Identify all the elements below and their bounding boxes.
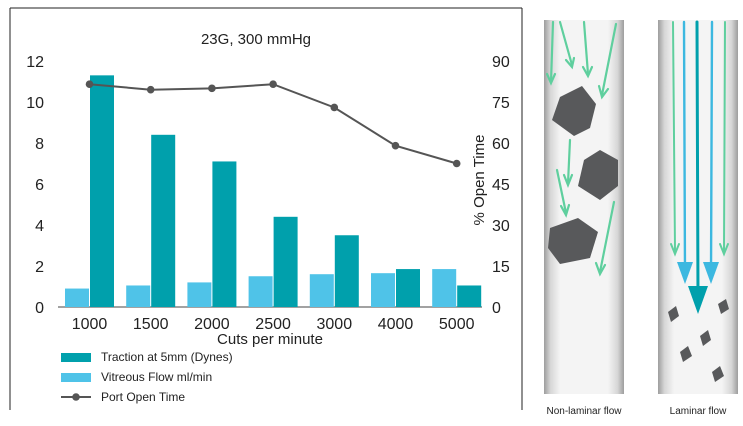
particle-shapes	[548, 86, 618, 264]
x-tick-label: 2000	[194, 316, 230, 333]
port-open-time-line	[85, 80, 461, 168]
scattered-flow-arrows	[545, 20, 618, 277]
right-y-tick-label: 75	[492, 95, 510, 112]
x-tick-labels: 1000 1500 2000 2500 3000 4000 5000	[72, 316, 475, 333]
traction-bar	[457, 285, 482, 307]
legend-label: Vitreous Flow ml/min	[101, 370, 212, 384]
port-open-time-point	[452, 159, 461, 168]
port-open-time-point	[208, 84, 216, 93]
left-y-tick-label: 12	[26, 54, 44, 71]
x-tick-label: 2500	[255, 316, 291, 333]
legend-label: Traction at 5mm (Dynes)	[101, 350, 233, 364]
right-y-tick-label: 0	[492, 300, 501, 317]
legend-swatch	[61, 353, 91, 362]
left-y-tick-label: 6	[35, 177, 44, 194]
vitreous-flow-bar	[187, 282, 212, 307]
non-laminar-illustration: Non-laminar flow	[544, 20, 624, 417]
right-y-tick-label: 15	[492, 259, 510, 276]
x-tick-label: 3000	[317, 316, 353, 333]
bar-line-chart: 23G, 300 mmHg 0 2 4 6 8 10 12 0 15 30 45 60 75 90 10…	[26, 31, 510, 348]
port-open-time-point	[391, 141, 400, 150]
bars	[65, 75, 482, 307]
traction-bar	[212, 161, 237, 307]
port-open-time-path	[89, 83, 457, 165]
laminar-illustration: Laminar flow	[658, 20, 738, 417]
vitreous-flow-bar	[65, 288, 89, 307]
arrowheads	[677, 262, 719, 314]
right-axis-label: % Open Time	[471, 135, 488, 226]
port-open-time-point	[269, 80, 277, 89]
port-open-time-point	[146, 85, 155, 94]
x-axis-label: Cuts per minute	[217, 331, 323, 348]
right-y-tick-label: 90	[492, 54, 510, 71]
left-y-tick-label: 4	[35, 218, 44, 235]
legend-marker	[72, 393, 80, 401]
right-y-tick-label: 30	[492, 218, 510, 235]
legend-label: Port Open Time	[101, 390, 185, 404]
left-y-axis: 0 2 4 6 8 10 12	[26, 54, 44, 317]
traction-bar	[396, 269, 420, 307]
x-tick-label: 1500	[133, 316, 169, 333]
traction-bar	[151, 134, 176, 307]
right-y-tick-label: 45	[492, 177, 510, 194]
port-open-time-point	[85, 80, 94, 89]
vitreous-flow-bar	[309, 274, 334, 307]
non-laminar-caption: Non-laminar flow	[546, 406, 622, 417]
right-y-axis: 0 15 30 45 60 75 90	[492, 54, 510, 317]
left-y-tick-label: 8	[35, 136, 44, 153]
vitreous-flow-bar	[432, 269, 457, 307]
port-open-time-point	[330, 103, 339, 112]
small-particles	[668, 299, 729, 382]
legend: Traction at 5mm (Dynes) Vitreous Flow ml/…	[61, 350, 233, 404]
right-y-tick-label: 60	[492, 136, 510, 153]
vitreous-flow-bar	[126, 285, 151, 307]
legend-swatch	[61, 373, 91, 382]
x-tick-label: 4000	[378, 316, 414, 333]
left-y-tick-label: 2	[35, 259, 44, 276]
laminar-caption: Laminar flow	[670, 406, 727, 417]
non-laminar-tube	[544, 20, 624, 394]
traction-bar	[90, 75, 114, 307]
left-y-tick-label: 10	[26, 95, 44, 112]
x-tick-label: 1000	[72, 316, 108, 333]
left-y-tick-label: 0	[35, 300, 44, 317]
x-tick-label: 5000	[439, 316, 475, 333]
vitreous-flow-bar	[248, 276, 273, 307]
vitreous-flow-bar	[371, 273, 395, 307]
chart-title: 23G, 300 mmHg	[201, 31, 311, 48]
traction-bar	[334, 235, 359, 307]
parallel-flow-arrows	[670, 20, 729, 300]
traction-bar	[273, 216, 298, 307]
